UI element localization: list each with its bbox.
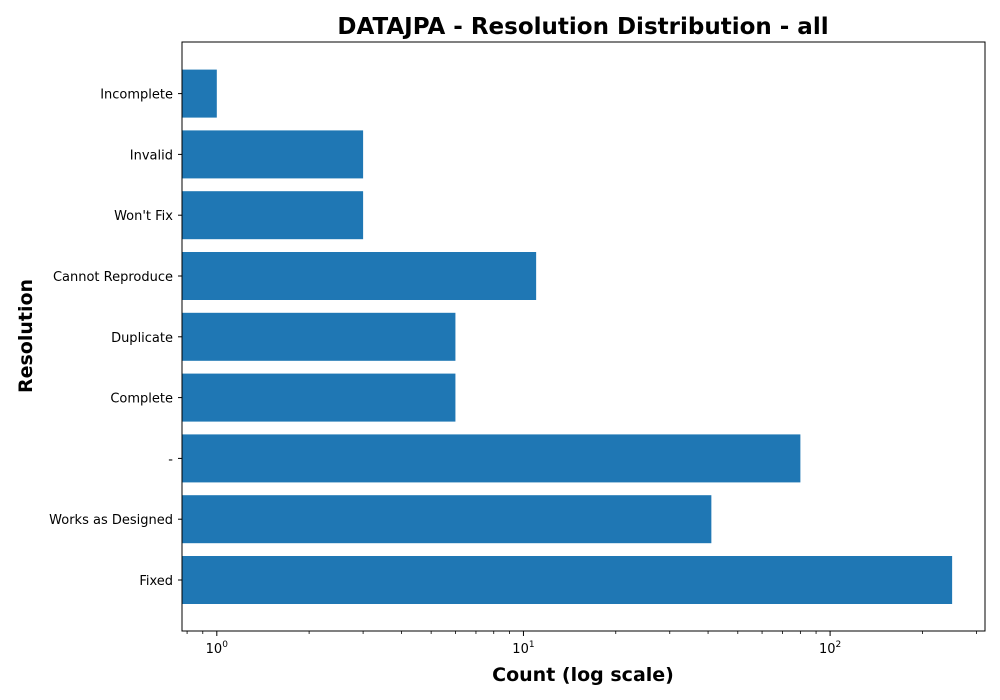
bars-group [182, 69, 953, 604]
x-tick-exponent: 1 [529, 640, 535, 650]
y-axis-label: Resolution [15, 279, 37, 393]
bar-incomplete [182, 69, 217, 118]
y-tick-label-cannot-reproduce: Cannot Reproduce [53, 270, 173, 285]
y-tick-label-duplicate: Duplicate [111, 331, 173, 346]
x-axis-label: Count (log scale) [492, 664, 674, 686]
x-tick-base: 10 [512, 642, 529, 657]
y-tick-label-invalid: Invalid [130, 148, 173, 163]
bar-invalid [182, 130, 364, 179]
plot-frame [181, 41, 986, 632]
y-tick-label-fixed: Fixed [139, 574, 173, 589]
y-tick-label-dash: - [168, 452, 173, 467]
bar-cannot-reproduce [182, 252, 537, 300]
bar-works-as-designed [182, 495, 712, 544]
bar-won-t-fix [182, 191, 364, 240]
x-tick-label-1: 100 [206, 640, 229, 657]
x-tick-base: 10 [206, 642, 223, 657]
bar-complete [182, 373, 456, 422]
y-tick-label-won-t-fix: Won't Fix [114, 209, 173, 224]
y-axis-ticks: Fixed Works as Designed - Complete Duplicate… [49, 88, 182, 589]
x-tick-exponent: 0 [222, 640, 228, 650]
bar-dash [182, 434, 801, 483]
x-axis-ticks: 100 101 102 [186, 631, 977, 657]
chart-title: DATAJPA - Resolution Distribution - all [337, 14, 828, 40]
y-tick-label-incomplete: Incomplete [100, 88, 173, 103]
bar-fixed [182, 556, 953, 604]
x-tick-label-10: 101 [512, 640, 534, 657]
x-tick-exponent: 2 [836, 640, 842, 650]
bar-duplicate [182, 312, 456, 361]
y-tick-label-works-as-designed: Works as Designed [49, 513, 173, 528]
y-tick-label-complete: Complete [110, 392, 173, 407]
x-tick-base: 10 [819, 642, 836, 657]
x-tick-label-100: 102 [819, 640, 841, 657]
